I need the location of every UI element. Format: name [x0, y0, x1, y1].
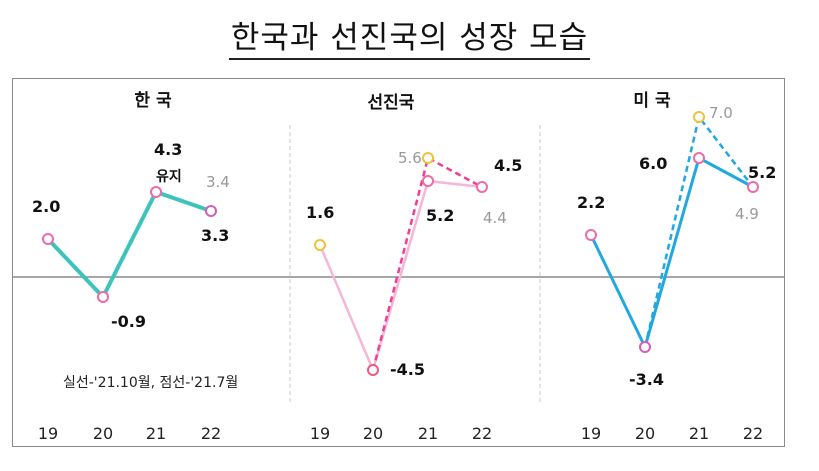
value-label: -0.9: [111, 312, 146, 331]
x-tick: 19: [581, 424, 601, 443]
x-tick: 21: [418, 424, 438, 443]
x-tick: 19: [310, 424, 330, 443]
panel-title-advanced: 선진국: [368, 93, 415, 113]
x-tick: 22: [743, 424, 763, 443]
data-point: [42, 233, 54, 245]
panel-advanced: 선진국 1.6 -4.5 5.2 4.5 5.6 4.4 19 20 21 22: [306, 93, 522, 443]
annotation-label: 유지: [156, 169, 182, 185]
value-label: 6.0: [639, 154, 667, 173]
line-style-note: 실선-'21.10월, 점선-'21.7월: [63, 375, 238, 391]
data-point: [314, 239, 326, 251]
value-label: 4.3: [154, 140, 182, 159]
value-label: 4.9: [735, 205, 759, 223]
value-label: 2.2: [577, 193, 605, 212]
panel-title-korea: 한 국: [134, 91, 172, 111]
chart-frame: [12, 78, 785, 447]
us-dashed-line: [643, 114, 754, 348]
value-label: 4.5: [494, 156, 522, 175]
data-point: [205, 205, 217, 217]
value-label: 7.0: [709, 104, 733, 122]
value-label: -3.4: [629, 370, 664, 389]
value-label: 5.2: [426, 206, 454, 225]
value-label: 3.3: [201, 226, 229, 245]
x-tick: 20: [635, 424, 655, 443]
data-point: [476, 181, 488, 193]
data-point: [639, 341, 651, 353]
x-tick: 19: [38, 424, 58, 443]
x-tick: 21: [146, 424, 166, 443]
x-tick: 20: [363, 424, 383, 443]
korea-solid-line: [46, 189, 212, 301]
value-label: 2.0: [32, 197, 60, 216]
x-tick: 21: [689, 424, 709, 443]
x-tick: 20: [93, 424, 113, 443]
value-label: 5.6: [398, 149, 422, 167]
us-solid-line: [589, 155, 754, 352]
value-label: 1.6: [306, 203, 334, 222]
advanced-solid-line: [318, 179, 483, 374]
chart-title: 한국과 선진국의 성장 모습: [228, 20, 591, 60]
data-point: [585, 229, 597, 241]
advanced-dashed-line: [371, 156, 483, 371]
value-label: 5.2: [748, 163, 776, 182]
data-point: [422, 152, 434, 164]
data-point: [747, 181, 759, 193]
panel-title-us: 미 국: [633, 91, 671, 111]
value-label: 3.4: [206, 173, 230, 191]
data-point: [97, 291, 109, 303]
chart-title-wrap: 한국과 선진국의 성장 모습: [0, 12, 819, 60]
x-tick: 22: [201, 424, 221, 443]
data-point: [422, 175, 434, 187]
value-label: -4.5: [390, 360, 425, 379]
panel-korea: 한 국 2.0 -0.9 4.3 유지 3.4 3.3 실선-'21.10월, …: [32, 91, 238, 443]
data-point: [367, 364, 379, 376]
data-point: [693, 152, 705, 164]
panel-us: 미 국 2.2 -3.4 6.0 5.2 7.0 4.9 19 20 21 22: [577, 91, 776, 443]
x-tick: 22: [472, 424, 492, 443]
value-label: 4.4: [483, 209, 507, 227]
data-point: [150, 186, 162, 198]
data-point: [693, 111, 705, 123]
